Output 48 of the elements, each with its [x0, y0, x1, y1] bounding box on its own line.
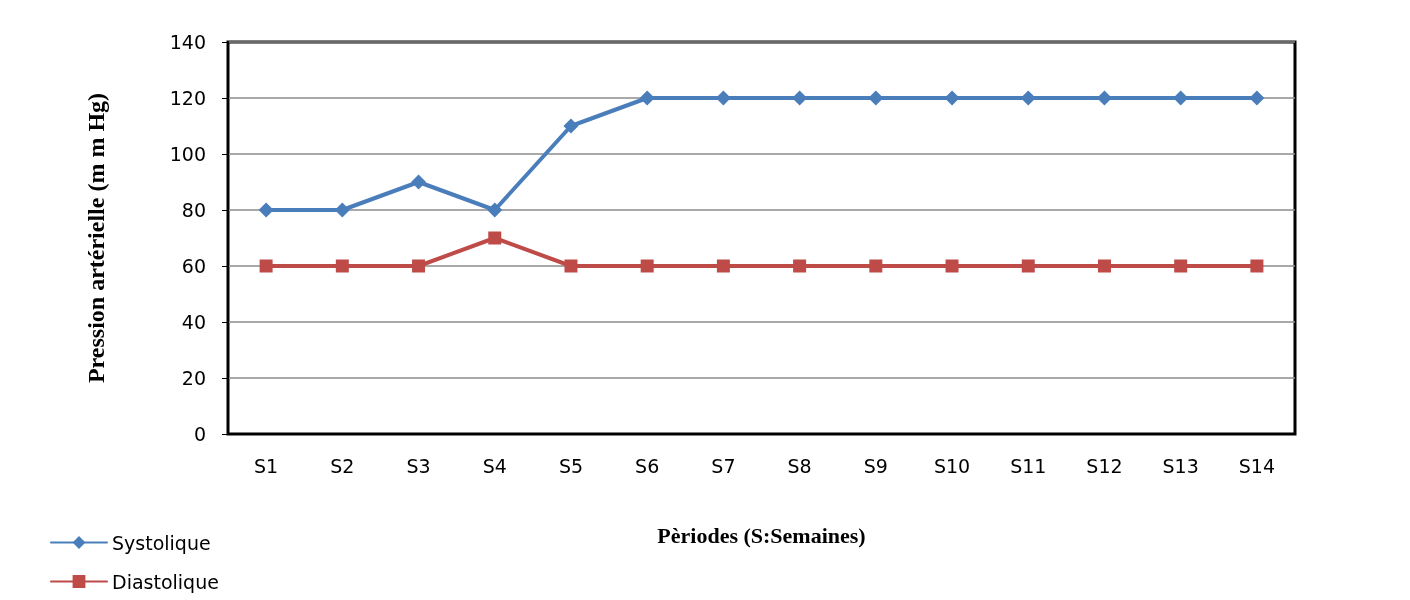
legend-label: Systolique — [112, 531, 211, 554]
x-tick-label: S12 — [1086, 454, 1123, 477]
y-axis-title: Pression artérielle (m m Hg) — [83, 92, 109, 384]
point — [716, 259, 730, 273]
legend-label: Diastolique — [112, 570, 219, 593]
x-tick-label: S3 — [406, 454, 431, 477]
point — [258, 202, 274, 218]
point — [640, 259, 654, 273]
y-tick-label: 0 — [193, 423, 206, 445]
x-tick-label: S4 — [482, 454, 507, 477]
x-tick-label: S6 — [635, 454, 660, 477]
y-tick-label: 20 — [181, 367, 206, 389]
x-tick-label: S2 — [330, 454, 355, 477]
x-tick-label: S7 — [711, 454, 736, 477]
point — [1250, 259, 1264, 273]
point — [563, 118, 579, 134]
x-tick-label: S14 — [1238, 454, 1276, 477]
y-tick-label: 60 — [181, 255, 206, 277]
y-tick-label: 120 — [169, 87, 206, 109]
y-tick-label: 140 — [169, 31, 206, 53]
point — [1249, 90, 1265, 106]
point — [487, 202, 503, 218]
y-tick-label: 100 — [169, 143, 206, 165]
point — [259, 259, 273, 273]
point — [1174, 259, 1188, 273]
x-tick-label: S11 — [1010, 454, 1047, 477]
y-tick-label: 80 — [181, 199, 206, 221]
x-axis-title: Pèriodes (S:Semaines) — [657, 522, 866, 548]
point — [944, 90, 960, 106]
point — [412, 259, 426, 273]
x-tick-label: S10 — [933, 454, 971, 477]
point — [488, 231, 502, 245]
point — [564, 259, 578, 273]
point — [793, 259, 807, 273]
x-tick-label: S8 — [787, 454, 812, 477]
point — [868, 90, 884, 106]
point — [411, 174, 427, 190]
x-tick-label: S5 — [558, 454, 584, 477]
point — [639, 90, 655, 106]
point — [869, 259, 883, 273]
point — [1097, 259, 1111, 273]
point — [945, 259, 959, 273]
y-tick-label: 40 — [181, 311, 206, 333]
x-tick-label: S9 — [863, 454, 888, 477]
x-tick-label: S1 — [254, 454, 279, 477]
point — [335, 259, 349, 273]
point — [1021, 259, 1035, 273]
x-tick-label: S13 — [1162, 454, 1199, 477]
